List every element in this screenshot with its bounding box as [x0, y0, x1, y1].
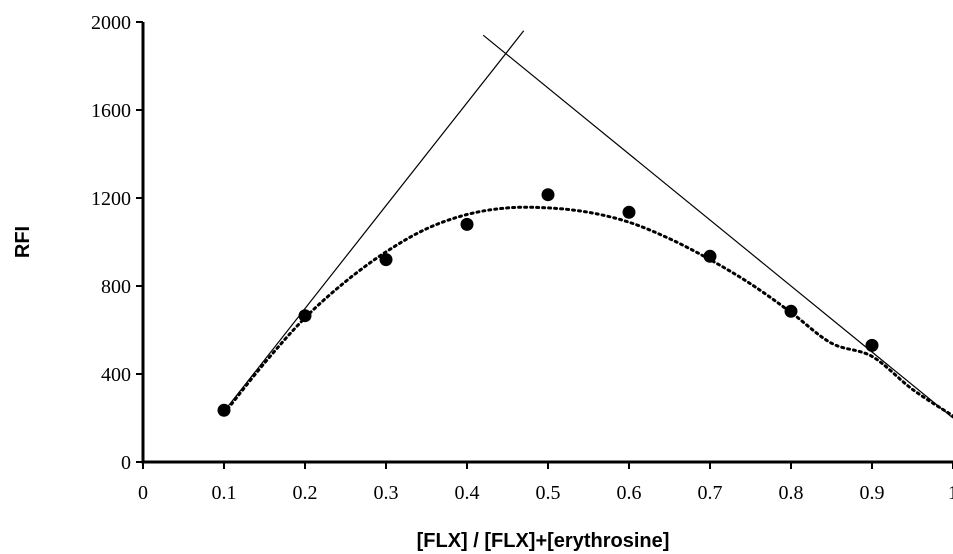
data-point: [541, 188, 555, 202]
y-tick-label: 400: [101, 364, 131, 386]
y-axis-title: RFI: [12, 226, 34, 258]
x-tick-label: 0.4: [455, 482, 480, 504]
y-tick-label: 800: [101, 276, 131, 298]
x-tick-label: 1: [948, 482, 953, 504]
x-axis-title: [FLX] / [FLX]+[erythrosine]: [417, 530, 670, 552]
x-tick-label: 0.6: [617, 482, 642, 504]
plot-lines: [222, 30, 953, 419]
tangent-line-2: [482, 34, 953, 419]
data-point: [865, 338, 879, 352]
x-tick-label: 0.1: [212, 482, 237, 504]
x-tick-label: 0.8: [779, 482, 804, 504]
x-tick-label: 0.7: [698, 482, 723, 504]
y-tick-label: 2000: [91, 12, 131, 34]
data-point: [298, 309, 312, 323]
data-point: [703, 249, 717, 263]
ticks: 0 400 800 1200 1600 2000 0 0.1 0.2 0.3 0.4 0.5 0.6 0.…: [91, 12, 953, 504]
x-tick-label: 0.5: [536, 482, 561, 504]
x-tick-label: 0: [138, 482, 148, 504]
y-tick-label: 1600: [91, 100, 131, 122]
data-points: [217, 188, 879, 417]
x-tick-label: 0.9: [860, 482, 885, 504]
tangent-line-1: [223, 30, 525, 412]
trendline: [222, 205, 953, 418]
y-tick-label: 0: [121, 452, 131, 474]
axes: [141, 22, 953, 464]
y-tick-label: 1200: [91, 188, 131, 210]
data-point: [622, 205, 636, 219]
data-point: [460, 217, 474, 231]
x-tick-label: 0.2: [293, 482, 318, 504]
data-point: [379, 253, 393, 267]
data-point: [217, 403, 231, 417]
x-tick-label: 0.3: [374, 482, 399, 504]
data-point: [784, 304, 798, 318]
